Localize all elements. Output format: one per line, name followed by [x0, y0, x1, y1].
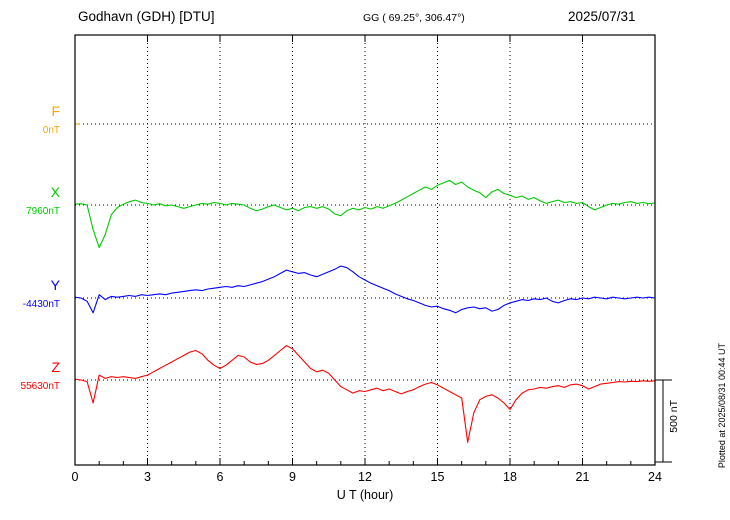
- x-tick-label-6: 6: [216, 470, 224, 484]
- series-label-X: X: [50, 184, 60, 200]
- x-tick-label-24: 24: [648, 470, 662, 484]
- x-tick-label-21: 21: [575, 470, 590, 484]
- x-tick-label-12: 12: [358, 470, 372, 484]
- station-title: Godhavn (GDH) [DTU]: [78, 9, 215, 24]
- scale-bar-label: 500 nT: [668, 400, 680, 433]
- x-tick-label-9: 9: [289, 470, 296, 484]
- x-tick-label-18: 18: [503, 470, 517, 484]
- series-baseline-value-Z: 55630nT: [20, 381, 60, 392]
- series-baseline-value-Y: -4430nT: [22, 299, 60, 310]
- x-tick-label-0: 0: [71, 470, 79, 484]
- series-label-Y: Y: [50, 277, 60, 293]
- trace-Y: [74, 265, 656, 314]
- series-baseline-value-F: 0nT: [42, 125, 60, 136]
- x-tick-label-15: 15: [430, 470, 445, 484]
- series-label-F: F: [51, 103, 60, 119]
- x-tick-label-3: 3: [144, 470, 151, 484]
- series-label-Z: Z: [51, 359, 60, 375]
- series-baseline-value-X: 7960nT: [26, 206, 60, 217]
- plotted-at-label: Plotted at 2025/08/31 00:44 UT: [717, 342, 727, 468]
- x-axis-label: U T (hour): [336, 488, 394, 502]
- trace-X: [74, 179, 656, 249]
- plot-date: 2025/07/31: [568, 9, 636, 24]
- trace-Z: [74, 345, 656, 443]
- geographic-coords: GG ( 69.25°, 306.47°): [363, 12, 465, 24]
